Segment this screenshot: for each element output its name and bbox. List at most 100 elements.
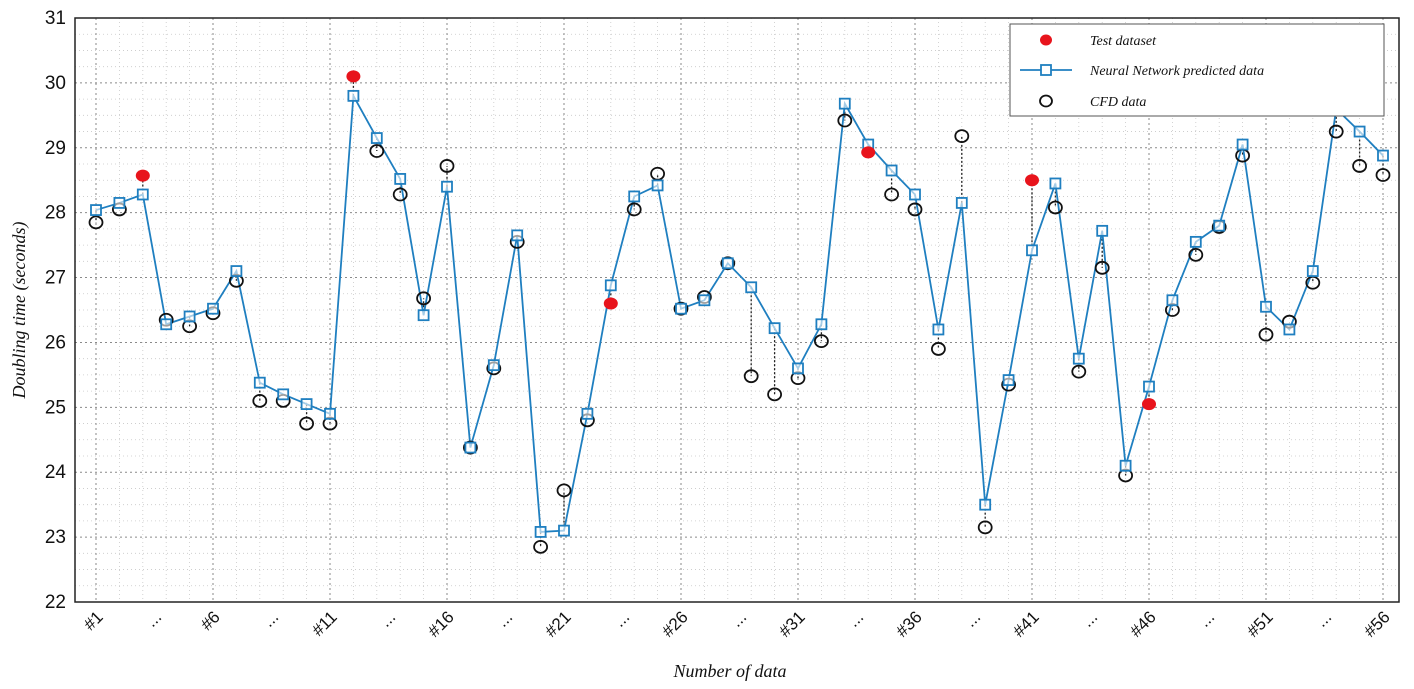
cfd-point — [673, 301, 689, 316]
cfd-point — [1328, 124, 1344, 139]
y-tick-label: 27 — [45, 268, 66, 289]
cfd-point — [814, 334, 829, 349]
x-tick-label: ... — [1312, 607, 1335, 630]
legend-box — [1009, 23, 1385, 117]
cfd-point — [252, 393, 268, 408]
x-tick-label: ... — [259, 607, 282, 630]
cfd-point — [533, 539, 548, 554]
x-tick-label: ... — [844, 607, 867, 630]
x-tick-label: #26 — [658, 607, 691, 640]
nn-point — [628, 190, 641, 203]
x-tick-label: #16 — [424, 607, 457, 640]
y-axis-label: Doubling time (seconds) — [9, 222, 30, 400]
cfd-point — [369, 144, 385, 158]
nn-point — [394, 173, 407, 185]
cfd-point — [1352, 159, 1367, 173]
cfd-point — [977, 520, 993, 535]
nn-point — [675, 302, 687, 315]
nn-point — [1236, 138, 1249, 151]
nn-point — [1049, 177, 1062, 190]
cfd-point — [1188, 247, 1204, 262]
nn-point — [511, 229, 524, 242]
cfd-point — [392, 187, 408, 202]
cfd-point — [1094, 260, 1110, 275]
nn-point — [487, 359, 500, 372]
nn-point — [955, 197, 968, 209]
nn-point — [698, 294, 711, 307]
cfd-point — [743, 369, 759, 384]
nn-point — [838, 97, 851, 110]
legend-item-test-dataset: Test dataset — [1040, 34, 1157, 49]
cfd-point — [837, 113, 853, 128]
nn-point — [1213, 219, 1226, 232]
nn-point — [909, 188, 921, 201]
test-point — [861, 146, 876, 159]
nn-point — [90, 204, 102, 216]
x-tick-label: #56 — [1360, 607, 1393, 640]
nn-point — [815, 318, 828, 331]
nn-point — [417, 309, 430, 322]
legend: Test dataset Neural Network predicted da… — [1009, 23, 1385, 117]
y-tick-label: 29 — [45, 138, 66, 159]
test-point — [603, 297, 618, 310]
nn-point — [1260, 300, 1272, 313]
nn-point — [1166, 294, 1179, 307]
y-tick-label: 22 — [45, 592, 66, 613]
x-tick-label: #41 — [1009, 607, 1042, 640]
cfd-point — [299, 416, 315, 431]
nn-point — [885, 164, 898, 177]
cfd-point — [720, 256, 736, 271]
cfd-point — [1375, 168, 1391, 182]
nn-point — [160, 318, 173, 331]
cfd-point — [439, 159, 455, 173]
x-tick-label: #21 — [541, 607, 574, 640]
nn-point — [1072, 352, 1085, 365]
nn-point — [1026, 244, 1038, 257]
y-tick-label: 23 — [45, 527, 66, 548]
cfd-point — [1048, 200, 1063, 215]
nn-point — [136, 188, 149, 201]
cfd-point — [767, 387, 782, 402]
cfd-point — [462, 440, 478, 455]
nn-point — [277, 388, 290, 401]
test-point — [1025, 174, 1039, 187]
x-tick-label: #46 — [1126, 607, 1159, 640]
x-tick-labels: #1... #6... #11... #16... #21... #26... #31...… — [80, 607, 1394, 640]
legend-item-neural-network: Neural Network predicted data — [1020, 64, 1264, 79]
nn-point — [792, 362, 804, 375]
nn-point — [1002, 374, 1015, 386]
cfd-point — [931, 342, 946, 356]
nn-point — [979, 498, 992, 511]
nn-point — [721, 257, 734, 270]
cfd-point — [556, 483, 572, 498]
nn-point — [932, 323, 945, 336]
x-axis-label: Number of data — [672, 661, 786, 681]
nn-point — [1353, 125, 1366, 138]
cfd-point — [907, 202, 923, 217]
legend-marker-test-dataset — [1040, 34, 1052, 46]
nn-point — [113, 197, 126, 209]
nn-point — [370, 132, 383, 144]
cfd-point — [626, 202, 642, 217]
nn-point — [1377, 149, 1389, 162]
y-tick-label: 24 — [45, 462, 67, 483]
nn-point — [558, 524, 570, 537]
legend-marker-cfd-data — [1039, 94, 1053, 108]
nn-point — [300, 398, 313, 410]
nn-point — [768, 322, 781, 335]
x-tick-label: #51 — [1243, 607, 1276, 640]
x-tick-label: ... — [727, 607, 750, 630]
nn-point — [347, 89, 360, 102]
x-tick-label: #11 — [308, 607, 341, 640]
nn-point — [651, 179, 664, 192]
x-tick-label: ... — [961, 607, 984, 630]
nn-point — [207, 302, 219, 315]
cfd-point — [1071, 364, 1087, 379]
x-tick-label: ... — [376, 607, 399, 630]
legend-label-cfd-data: CFD data — [1090, 95, 1146, 110]
nn-point — [1096, 224, 1109, 237]
nn-point — [441, 180, 453, 193]
nn-point — [604, 279, 617, 292]
x-tick-label: #6 — [197, 607, 224, 634]
legend-label-test-dataset: Test dataset — [1090, 34, 1157, 49]
